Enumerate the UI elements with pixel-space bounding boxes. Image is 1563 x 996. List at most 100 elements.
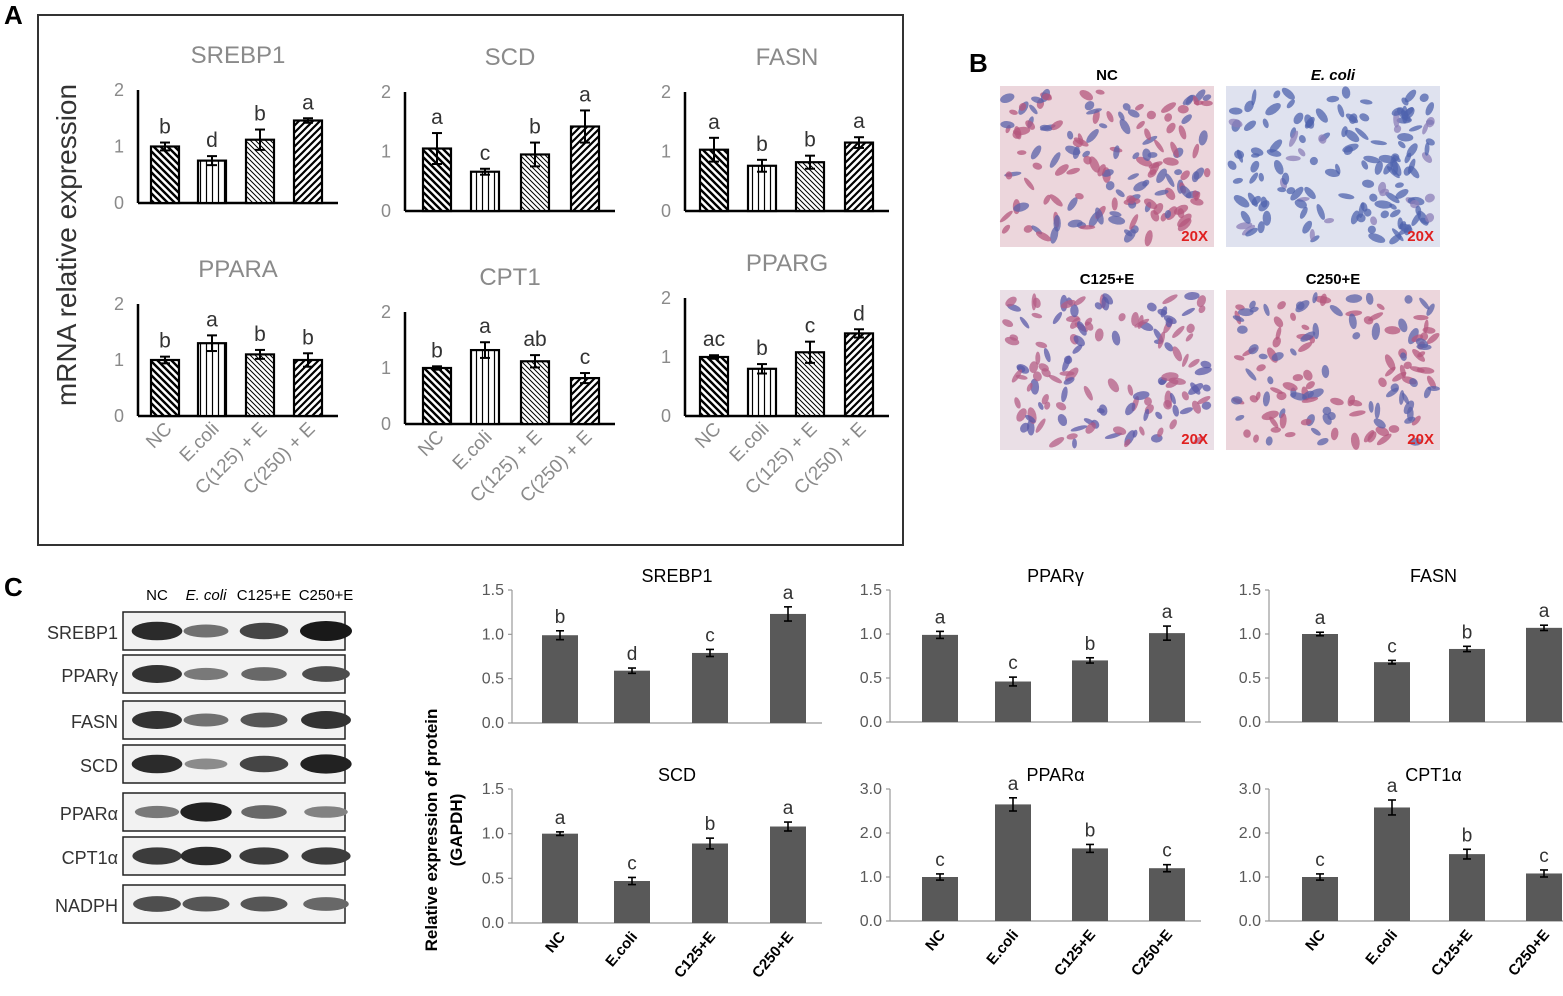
cell (1232, 177, 1244, 184)
significance-letter: b (1085, 634, 1096, 655)
cell (1123, 229, 1136, 243)
blot-row-cpt1α: CPT1α (62, 836, 351, 876)
cell (1109, 211, 1122, 217)
y-tick-label: 1 (114, 137, 124, 157)
cell (1244, 100, 1254, 113)
cell (1321, 364, 1330, 379)
cell (1196, 295, 1206, 308)
significance-letter: c (1387, 636, 1397, 657)
cell (1049, 436, 1065, 448)
cell (1330, 427, 1339, 441)
cell (1082, 150, 1091, 158)
cell (1043, 194, 1051, 205)
cell (1001, 224, 1011, 234)
cell (1359, 113, 1370, 122)
cell (1326, 95, 1340, 103)
cell (1029, 104, 1038, 115)
cell (1132, 429, 1138, 438)
cell (1378, 154, 1397, 164)
cell (1298, 135, 1306, 144)
blot-band (131, 754, 183, 774)
cell (1376, 433, 1392, 446)
cell (1341, 86, 1351, 99)
blot-row-label: SCD (80, 756, 118, 776)
cell (1319, 293, 1327, 307)
cell (1136, 120, 1145, 130)
cell (1038, 402, 1044, 410)
cell (1182, 94, 1196, 106)
cell (1170, 141, 1179, 158)
cell (1265, 103, 1281, 116)
cell (1256, 364, 1266, 372)
cell (1415, 205, 1422, 216)
significance-letter: c (580, 346, 591, 369)
cell-field (1227, 86, 1435, 245)
cell (1049, 194, 1063, 207)
cell (1035, 351, 1041, 365)
magnification-label: 20X (1407, 431, 1434, 448)
cell (1012, 130, 1021, 139)
cell (1180, 170, 1190, 181)
protein-category-labels-2: NC E.coli C125+E C250+E (1302, 927, 1553, 980)
cell (1142, 148, 1152, 162)
cell (1094, 302, 1103, 310)
cell (1044, 401, 1051, 410)
cell (1127, 173, 1139, 180)
y-tick-label: 1.5 (482, 781, 504, 798)
cell (1286, 99, 1295, 109)
cell (1191, 171, 1200, 183)
blot-band (183, 713, 229, 727)
cell (1403, 361, 1412, 370)
cell (1369, 193, 1378, 202)
protein-chart-title: SREBP1 (641, 566, 712, 586)
cell (1317, 438, 1329, 446)
cell (1424, 193, 1435, 203)
y-tick-label: 1.5 (860, 582, 882, 599)
significance-letter: a (783, 583, 794, 604)
cell (1098, 404, 1108, 416)
cell (1192, 190, 1199, 200)
cell (1412, 349, 1426, 362)
y-tick-label: 2.0 (860, 825, 882, 842)
cell (1013, 202, 1030, 212)
cell (1059, 371, 1075, 376)
category-label-nc: NC (414, 427, 448, 461)
cell (1360, 99, 1373, 105)
cell (1016, 408, 1027, 422)
protein-chart-title: CPT1α (1405, 765, 1461, 785)
bar-nc (922, 877, 958, 921)
significance-letter: b (1462, 622, 1473, 643)
cell (1398, 141, 1406, 149)
bar-nc (542, 635, 578, 723)
cell (1399, 221, 1407, 230)
cell (1142, 179, 1150, 187)
bar-e-coli (995, 681, 1031, 722)
blot-row-label: FASN (71, 712, 118, 732)
bar-e-coli (196, 342, 228, 418)
cell (1290, 312, 1296, 321)
category-label-c125-e: C125+E (671, 929, 719, 982)
cell (1031, 312, 1043, 319)
blot-band (304, 806, 348, 818)
significance-letter: b (529, 116, 541, 139)
significance-letter: a (302, 91, 314, 114)
y-tick-label: 0.5 (482, 671, 504, 688)
significance-letter: b (302, 326, 314, 349)
cell (1323, 217, 1335, 224)
category-label-nc: NC (691, 419, 725, 453)
cell (1413, 314, 1429, 321)
blot-band (134, 805, 180, 819)
cell (1144, 198, 1158, 210)
y-tick-label: 0.5 (482, 870, 504, 887)
cell (1303, 369, 1313, 381)
bar-c250-e (1526, 873, 1562, 921)
cell (1032, 371, 1042, 382)
cell (1156, 168, 1167, 184)
cell (1409, 366, 1425, 373)
cell (1251, 89, 1257, 106)
cell (1073, 296, 1086, 306)
y-tick-label: 2 (381, 82, 391, 102)
y-tick-label: 0 (661, 201, 671, 221)
cell (1102, 293, 1114, 305)
